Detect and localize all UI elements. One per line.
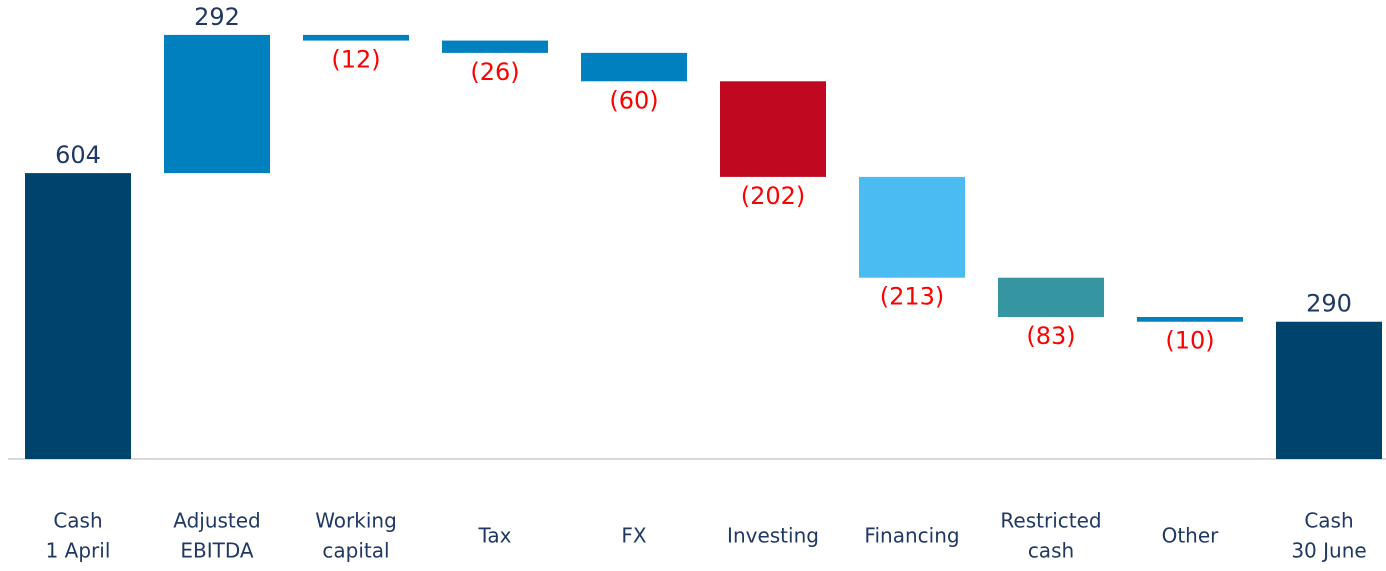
value-label: (26) bbox=[470, 58, 519, 86]
bar bbox=[998, 277, 1104, 317]
bar bbox=[303, 34, 409, 41]
value-label: (60) bbox=[609, 86, 658, 114]
x-tick-label: Adjusted bbox=[173, 509, 261, 533]
x-tick-label: capital bbox=[322, 539, 389, 563]
x-tick-label: Cash bbox=[53, 509, 102, 533]
value-label: (213) bbox=[880, 283, 945, 311]
x-tick-label: Investing bbox=[727, 524, 819, 548]
value-label: (202) bbox=[741, 182, 806, 210]
x-tick-label: 1 April bbox=[46, 539, 111, 563]
bar bbox=[581, 52, 687, 82]
x-tick-label: cash bbox=[1028, 539, 1074, 563]
x-tick-label: Financing bbox=[864, 524, 959, 548]
bar bbox=[164, 34, 270, 174]
bar bbox=[1276, 321, 1382, 459]
bar bbox=[442, 40, 548, 53]
value-label: 290 bbox=[1306, 290, 1352, 318]
x-tick-label: 30 June bbox=[1291, 539, 1366, 563]
x-tick-label: Other bbox=[1162, 524, 1220, 548]
bar bbox=[720, 81, 826, 177]
x-tick-label: FX bbox=[621, 524, 647, 548]
value-label: 292 bbox=[194, 3, 240, 31]
x-tick-label: Restricted bbox=[1000, 509, 1101, 533]
value-label: (83) bbox=[1026, 322, 1075, 350]
x-tick-label: EBITDA bbox=[180, 539, 254, 563]
x-tick-label: Cash bbox=[1304, 509, 1353, 533]
x-tick-label: Tax bbox=[478, 524, 512, 548]
bar bbox=[859, 176, 965, 278]
x-tick-label: Working bbox=[315, 509, 397, 533]
value-label: (12) bbox=[331, 46, 380, 74]
bar bbox=[1137, 317, 1243, 322]
value-label: (10) bbox=[1165, 327, 1214, 355]
bar bbox=[25, 173, 131, 459]
value-label: 604 bbox=[55, 141, 101, 169]
